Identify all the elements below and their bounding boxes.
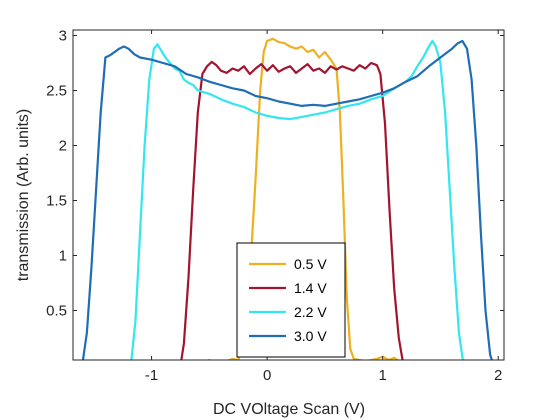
legend-label: 0.5 V (294, 256, 327, 272)
series-line-3 (130, 39, 464, 360)
legend-label: 2.2 V (294, 304, 327, 320)
ticks-layer: -1 0 1 2 0.5 1 1.5 2 2.5 3 (46, 28, 504, 384)
legend: 0.5 V 1.4 V 2.2 V 3.0 V (236, 242, 346, 358)
x-tick-label: 1 (379, 367, 387, 384)
legend-label: 1.4 V (294, 280, 327, 296)
x-tick-label: -1 (145, 367, 158, 384)
y-tick-label: 3 (59, 28, 67, 45)
y-tick-label: 1 (59, 248, 67, 265)
y-tick-label: 2 (59, 138, 67, 155)
x-tick-label: 2 (494, 367, 502, 384)
x-axis-label: DC VOltage Scan (V) (213, 401, 365, 418)
plot-frame (72, 29, 505, 361)
series-line-2 (180, 60, 404, 360)
x-tick-label: 0 (263, 367, 271, 384)
legend-label: 3.0 V (294, 328, 327, 344)
legend-box (236, 242, 346, 358)
y-tick-label: 2.5 (46, 83, 67, 100)
y-tick-label: 1.5 (46, 193, 67, 210)
y-tick-label: 0.5 (46, 303, 67, 320)
y-axis-label: transmission (Arb. units) (15, 109, 32, 282)
series-line-4 (81, 39, 494, 360)
